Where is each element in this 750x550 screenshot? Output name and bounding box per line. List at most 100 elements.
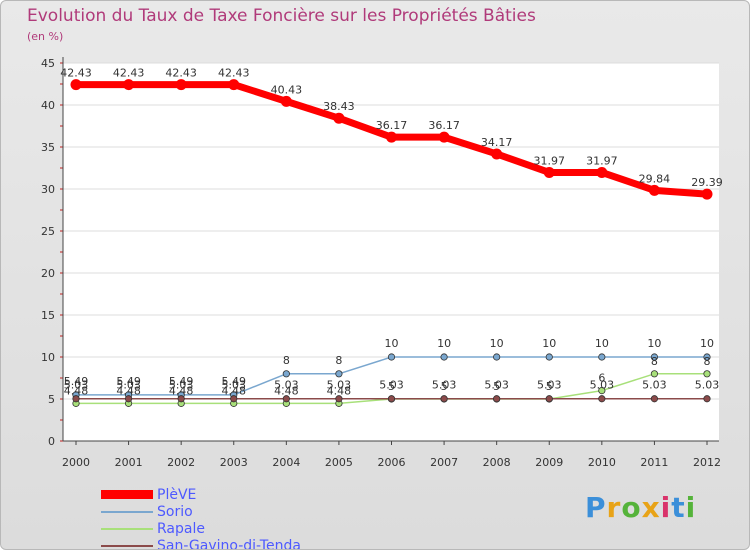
data-point [545, 353, 553, 361]
data-label: 8 [704, 355, 711, 368]
data-point [650, 395, 659, 403]
logo-letter: x [641, 491, 661, 524]
x-tick-label: 2000 [62, 456, 90, 469]
data-label: 5 [546, 380, 553, 393]
x-tick-label: 2010 [588, 456, 616, 469]
data-point [703, 353, 711, 361]
chart-title: Evolution du Taux de Taxe Foncière sur l… [27, 6, 536, 26]
data-point [596, 166, 608, 178]
legend-label: San-Gavino-di-Tenda [157, 537, 301, 550]
y-tick-label: 0 [48, 435, 55, 448]
data-label: 4.48 [64, 384, 89, 397]
data-point [493, 395, 501, 403]
data-label: 5.03 [642, 379, 667, 392]
data-point [333, 112, 345, 124]
data-point [650, 370, 659, 378]
data-label: 10 [595, 337, 609, 350]
data-point [230, 395, 238, 403]
data-label: 5.03 [537, 379, 562, 392]
data-label: 38.43 [323, 100, 355, 113]
legend-swatch [101, 544, 153, 547]
data-label: 4.48 [222, 384, 247, 397]
data-point [543, 166, 555, 178]
legend-item: PlèVE [101, 486, 301, 503]
data-point [701, 188, 713, 200]
data-label: 10 [490, 337, 504, 350]
data-point [440, 353, 448, 361]
data-label: 5.49 [169, 375, 194, 388]
data-point [228, 79, 240, 91]
data-point [703, 395, 711, 403]
data-label: 36.17 [428, 119, 460, 132]
data-label: 31.97 [534, 154, 566, 167]
logo-letter: i [685, 491, 697, 524]
x-tick-label: 2003 [220, 456, 248, 469]
x-tick-label: 2005 [325, 456, 353, 469]
data-label: 5 [388, 380, 395, 393]
data-label: 5.03 [169, 379, 194, 392]
x-tick-label: 2008 [483, 456, 511, 469]
data-point [335, 395, 343, 403]
data-point [598, 395, 606, 403]
data-label: 42.43 [218, 67, 250, 80]
data-label: 5.03 [64, 379, 89, 392]
data-point [387, 353, 396, 361]
y-tick-label: 40 [41, 99, 55, 112]
legend-label: Sorio [157, 503, 193, 520]
data-point [175, 79, 187, 91]
data-label: 5.49 [64, 375, 89, 388]
data-label: 10 [700, 337, 714, 350]
data-label: 4.48 [169, 384, 194, 397]
y-tick-label: 20 [41, 267, 55, 280]
x-tick-label: 2007 [430, 456, 458, 469]
data-label: 5.49 [222, 375, 247, 388]
logo-letter: o [621, 491, 642, 524]
y-tick-label: 15 [41, 309, 55, 322]
x-tick-label: 2009 [535, 456, 563, 469]
data-point [280, 95, 292, 107]
data-label: 5.03 [222, 379, 247, 392]
legend-item: Sorio [101, 503, 301, 520]
data-label: 29.39 [691, 176, 723, 189]
data-point [177, 395, 185, 403]
data-label: 10 [437, 337, 451, 350]
y-tick-label: 25 [41, 225, 55, 238]
data-label: 5.03 [327, 379, 352, 392]
logo-letter: i [660, 491, 672, 524]
data-label: 42.43 [113, 67, 145, 80]
data-label: 5.03 [274, 379, 299, 392]
y-tick-label: 10 [41, 351, 55, 364]
logo-letter: P [585, 491, 607, 524]
data-label: 42.43 [60, 67, 92, 80]
x-tick-label: 2002 [167, 456, 195, 469]
legend-swatch [101, 490, 153, 499]
legend-label: Rapale [157, 520, 205, 537]
legend: PlèVE Sorio Rapale San-Gavino-di-Tenda [101, 486, 301, 550]
data-label: 6 [598, 372, 605, 385]
data-label: 5.03 [695, 379, 720, 392]
data-label: 10 [542, 337, 556, 350]
data-point [545, 395, 553, 403]
data-point [440, 395, 448, 403]
x-tick-label: 2006 [378, 456, 406, 469]
legend-item: San-Gavino-di-Tenda [101, 537, 301, 550]
x-tick-label: 2011 [640, 456, 668, 469]
data-label: 42.43 [165, 67, 197, 80]
data-label: 40.43 [271, 83, 303, 96]
data-label: 5.03 [432, 379, 457, 392]
data-label: 31.97 [586, 154, 618, 167]
series-pl-ve: 42.43 42.43 42.43 42.43 40.43 38.43 36.17 36.17… [60, 67, 723, 200]
data-label: 4.48 [116, 384, 141, 397]
data-point [282, 370, 290, 378]
data-label: 5.49 [116, 375, 141, 388]
series-sorio: 5.49 5.49 5.49 5.49 8 8 10 10 10 10 10 10 10 [64, 337, 714, 399]
data-point [386, 131, 397, 143]
legend-swatch [101, 510, 153, 513]
legend-swatch [101, 527, 153, 530]
data-label: 8 [335, 354, 342, 367]
data-label: 10 [647, 337, 661, 350]
data-label: 5.03 [484, 379, 509, 392]
data-point [387, 395, 396, 403]
logo-letter: r [606, 491, 622, 524]
